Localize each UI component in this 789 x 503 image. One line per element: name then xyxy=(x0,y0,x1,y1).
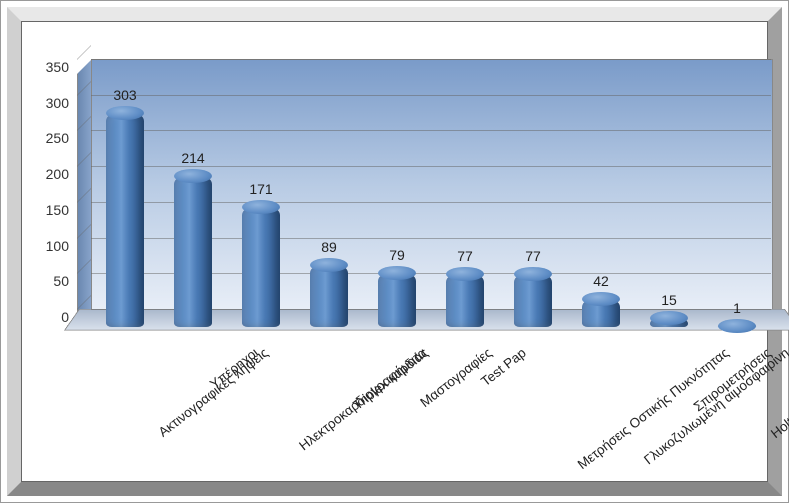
bar-value-label: 303 xyxy=(113,87,136,103)
x-tick-label: Triplex καρδιάς xyxy=(350,345,431,413)
y-tick-label: 150 xyxy=(29,202,69,218)
bar-value-label: 214 xyxy=(181,150,204,166)
bar-value-label: 42 xyxy=(593,273,609,289)
bar xyxy=(378,271,416,327)
y-tick-label: 50 xyxy=(29,273,69,289)
y-tick-label: 200 xyxy=(29,166,69,182)
bar-value-label: 89 xyxy=(321,239,337,255)
side-wall xyxy=(77,59,92,324)
y-tick-label: 350 xyxy=(29,59,69,75)
gridline xyxy=(91,95,771,96)
bar xyxy=(650,316,688,327)
bar-value-label: 77 xyxy=(457,248,473,264)
y-tick-label: 300 xyxy=(29,95,69,111)
bar xyxy=(514,272,552,327)
bar xyxy=(310,263,348,327)
bar xyxy=(106,111,144,327)
bar-value-label: 171 xyxy=(249,181,272,197)
bar xyxy=(718,324,756,327)
y-tick-label: 100 xyxy=(29,238,69,254)
bar xyxy=(174,174,212,327)
bevel-border: 0 50 100 150 200 250 300 350 303 214 171 89 79 77 77 4… xyxy=(7,7,782,496)
bar-value-label: 1 xyxy=(733,300,741,316)
y-tick-label: 0 xyxy=(29,309,69,325)
gridline xyxy=(91,130,771,131)
bar-value-label: 77 xyxy=(525,248,541,264)
bar-value-label: 15 xyxy=(661,292,677,308)
gridline xyxy=(91,166,771,167)
chart-frame: 0 50 100 150 200 250 300 350 303 214 171 89 79 77 77 4… xyxy=(0,0,789,503)
bar-value-label: 79 xyxy=(389,247,405,263)
gridline xyxy=(91,59,771,60)
y-tick-label: 250 xyxy=(29,130,69,146)
bar xyxy=(242,205,280,327)
plot-area: 050100150200250300350 303214171897977774… xyxy=(91,59,771,349)
bar xyxy=(582,297,620,327)
bar xyxy=(446,272,484,327)
